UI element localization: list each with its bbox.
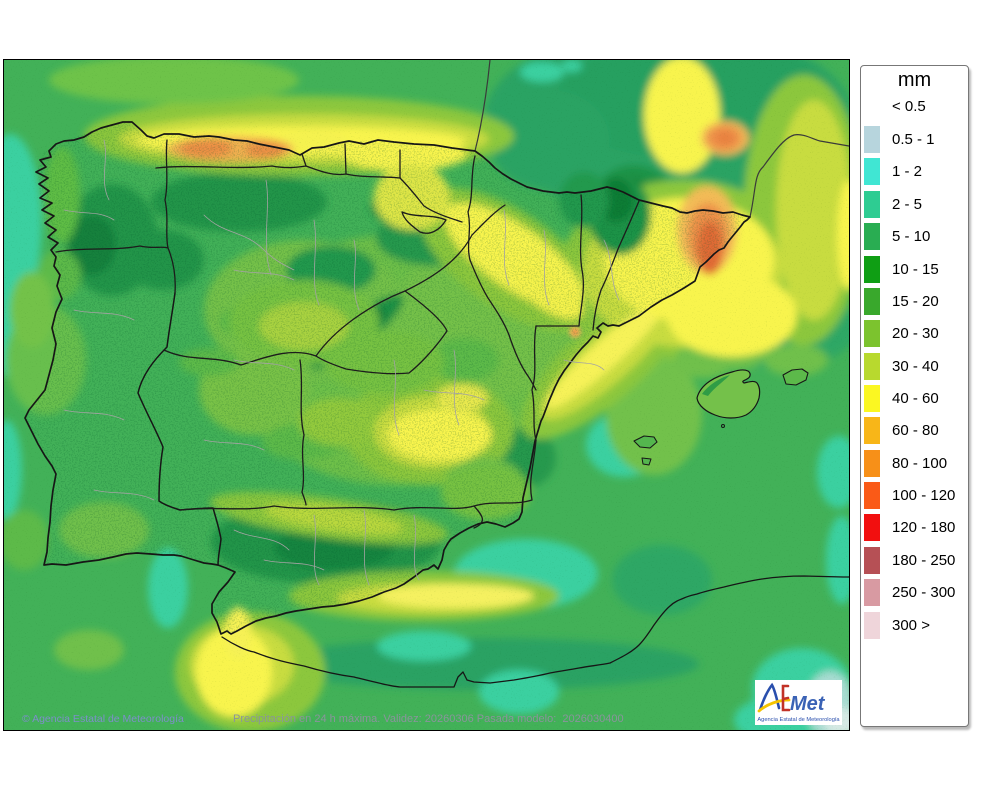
svg-text:Met: Met (790, 693, 826, 715)
svg-text:Agencia Estatal de Meteorologí: Agencia Estatal de Meteorología (757, 717, 840, 723)
